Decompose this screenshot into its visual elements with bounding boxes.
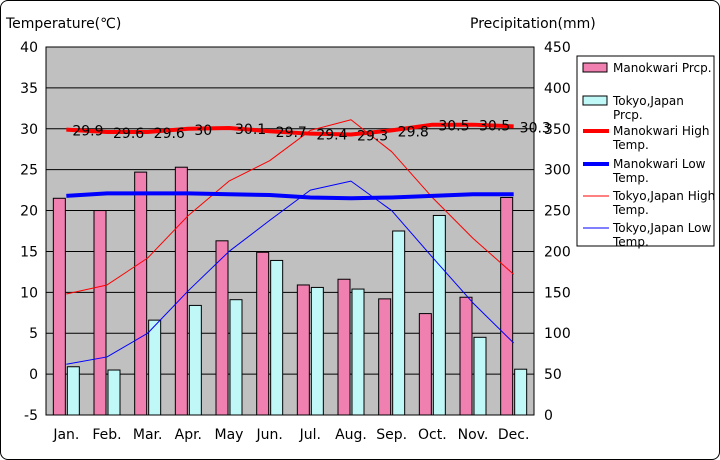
data-label: 30.3 — [520, 120, 551, 136]
data-label: 30.5 — [438, 119, 469, 135]
x-axis-ticks: Jan. Feb. Mar. Apr. May Jun. Jul. Aug. Sep. Oct. N… — [52, 427, 529, 443]
legend-label: Manokwari Prcp. — [613, 61, 712, 75]
right-tick-label: 50 — [544, 367, 562, 383]
legend-label: Manokwari High Temp. — [612, 124, 709, 152]
x-tick-label: Jun. — [256, 427, 283, 443]
left-tick-label: 10 — [20, 285, 38, 301]
right-tick-label: 0 — [544, 408, 553, 424]
gridlines — [46, 87, 534, 375]
manokwari-prcp-bar — [500, 196, 514, 416]
manokwari-prcp-bar — [134, 171, 148, 416]
left-axis-title: Temperature(℃) — [5, 16, 121, 32]
manokwari-high-temp-line — [66, 122, 514, 137]
x-tick-label: Jul. — [299, 427, 321, 443]
left-tick-label: 30 — [20, 122, 38, 138]
manokwari-prcp-bar — [337, 278, 351, 416]
manokwari-prcp-bar — [378, 298, 392, 416]
x-tick-label: Aug. — [335, 427, 367, 443]
legend-box — [576, 55, 715, 247]
x-tick-label: Nov. — [458, 427, 489, 443]
left-tick-label: 40 — [20, 40, 38, 56]
left-tick-label: 15 — [20, 244, 38, 260]
x-tick-label: Dec. — [498, 427, 530, 443]
legend-label: Manokwari Low Temp. — [612, 157, 706, 185]
tokyo-prcp-bar — [270, 259, 284, 416]
tokyo-high-temp-line — [66, 119, 514, 295]
data-labels: 29.9 29.6 29.6 30 30.1 29.7 29.4 29.3 29.8 30.5 30… — [72, 119, 551, 145]
tokyo-prcp-bar — [473, 336, 487, 416]
x-tick-label: May — [215, 427, 244, 443]
data-label: 29.9 — [72, 124, 103, 140]
legend: Manokwari Prcp.Tokyo,Japan Prcp.Manokwari… — [576, 55, 715, 249]
tokyo-prcp-bar — [392, 230, 406, 416]
x-tick-label: Feb. — [92, 427, 121, 443]
right-tick-label: 150 — [544, 285, 571, 301]
right-tick-label: 400 — [544, 81, 571, 97]
right-tick-label: 300 — [544, 163, 571, 179]
data-label: 29.6 — [154, 126, 185, 142]
manokwari-prcp-bar — [215, 240, 229, 416]
x-tick-label: Sep. — [376, 427, 407, 443]
bars — [52, 166, 528, 416]
tokyo-prcp-bar — [310, 286, 324, 416]
legend-label: Tokyo,Japan High Temp. — [612, 189, 715, 217]
left-tick-label: 5 — [29, 326, 38, 342]
left-tick-label: 20 — [20, 204, 38, 220]
x-tick-label: Mar. — [133, 427, 163, 443]
right-tick-label: 350 — [544, 122, 571, 138]
tokyo-prcp-bar — [66, 366, 80, 416]
tokyo-prcp-bar — [148, 319, 162, 416]
manokwari-prcp-bar — [418, 313, 432, 416]
manokwari-prcp-bar — [174, 166, 188, 416]
x-tick-label: Jan. — [52, 427, 79, 443]
legend-label: Tokyo,Japan Prcp. — [612, 94, 684, 122]
legend-label: Tokyo,Japan Low Temp. — [612, 221, 712, 249]
x-tick-label: Apr. — [175, 427, 202, 443]
tokyo-low-temp-line — [66, 180, 515, 365]
x-tick-label: Oct. — [418, 427, 447, 443]
tokyo-prcp-bar — [107, 369, 121, 416]
tokyo-prcp-bar — [188, 304, 202, 416]
manokwari-prcp-bar — [52, 197, 66, 416]
legend-swatch — [582, 62, 608, 73]
left-axis-ticks: 40 35 30 25 20 15 10 5 0 -5 — [20, 40, 38, 424]
tokyo-prcp-bar — [514, 368, 528, 416]
tokyo-prcp-bar — [229, 299, 243, 416]
left-tick-label: 35 — [20, 81, 38, 97]
left-tick-label: -5 — [24, 408, 38, 424]
legend-swatch — [582, 95, 608, 106]
tokyo-prcp-bar — [432, 214, 446, 416]
left-tick-label: 0 — [29, 367, 38, 383]
data-label: 29.4 — [316, 128, 347, 144]
manokwari-prcp-bar — [93, 210, 107, 416]
right-tick-label: 200 — [544, 244, 571, 260]
data-label: 29.6 — [113, 126, 144, 142]
manokwari-prcp-bar — [296, 284, 310, 416]
data-label: 29.7 — [276, 125, 307, 141]
data-label: 29.8 — [398, 124, 429, 140]
tokyo-prcp-bar — [351, 288, 365, 416]
left-tick-label: 25 — [20, 163, 38, 179]
data-label: 30 — [194, 123, 212, 139]
right-tick-label: 100 — [544, 326, 571, 342]
manokwari-prcp-bar — [459, 296, 473, 416]
right-tick-label: 250 — [544, 204, 571, 220]
plot-area — [45, 46, 535, 416]
right-tick-label: 450 — [544, 40, 571, 56]
manokwari-low-temp-line — [66, 191, 514, 201]
lines — [66, 119, 515, 365]
data-label: 30.1 — [235, 122, 266, 138]
data-label: 30.5 — [479, 119, 510, 135]
right-axis-title: Precipitation(mm) — [470, 16, 596, 32]
right-axis-ticks: 450 400 350 300 250 200 150 100 50 0 — [544, 40, 571, 424]
manokwari-prcp-bar — [256, 251, 270, 416]
data-label: 29.3 — [357, 129, 388, 145]
